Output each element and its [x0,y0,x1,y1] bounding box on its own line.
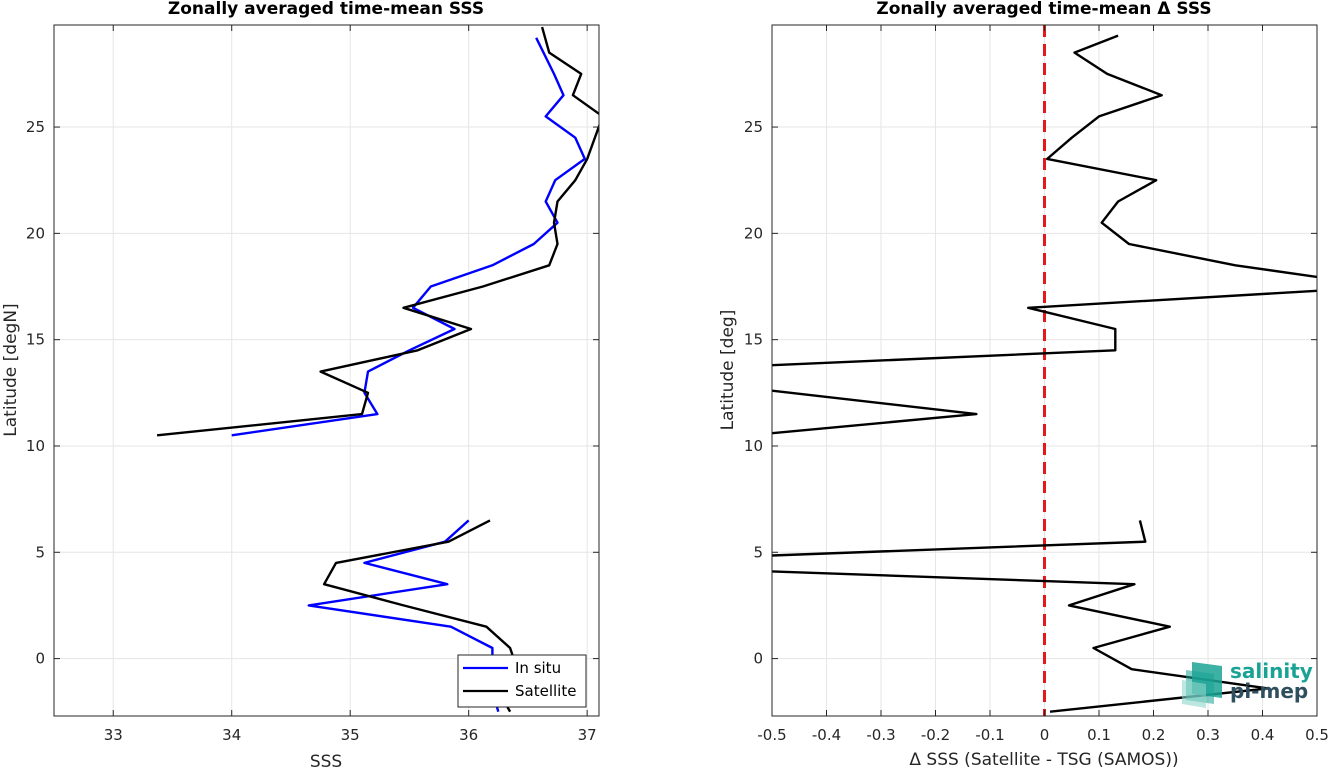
right-tick-marks: -0.5 -0.4 -0.3 -0.2 -0.1 0 0.1 0.2 0.3 0.4 0.5 0 5 10… [744,25,1329,744]
right-y-tick-label: 10 [744,437,763,455]
right-y-tick-label: 5 [753,543,763,561]
right-y-tick-label: 15 [744,331,763,349]
right-x-tick-label: 0.5 [1305,726,1329,744]
right-x-tick-label: -0.4 [812,726,841,744]
left-y-axis-label: Latitude [degN] [1,303,21,436]
legend: In situ Satellite [457,654,587,708]
right-chart-title: Zonally averaged time-mean Δ SSS [876,0,1211,19]
right-series-line-delta-sss [772,520,1147,557]
right-y-tick-label: 25 [744,118,763,136]
left-series-line-in-situ [231,37,586,437]
right-series-line-delta-sss [1045,34,1317,279]
right-x-tick-label: 0.3 [1196,726,1220,744]
right-y-axis-label: Latitude [deg] [718,310,738,431]
left-axes-box [53,24,600,717]
left-gridlines [54,25,599,716]
salinity-pimep-logo: salinity pi-mep [1182,659,1313,708]
left-y-tick-label: 15 [26,331,45,349]
left-x-tick-label: 34 [222,726,241,744]
left-series-line-satellite [156,26,599,437]
left-y-tick-label: 10 [26,437,45,455]
left-x-tick-label: 37 [578,726,597,744]
right-x-axis-label: Δ SSS (Satellite - TSG (SAMOS)) [909,750,1178,769]
left-y-tick-label: 5 [35,543,45,561]
right-x-tick-label: -0.3 [866,726,895,744]
right-y-tick-label: 20 [744,224,763,242]
right-series-line-delta-sss [772,570,1270,713]
left-x-tick-label: 33 [104,726,123,744]
left-y-tick-label: 0 [35,650,45,668]
right-x-tick-label: -0.2 [921,726,950,744]
right-x-tick-label: 0.2 [1142,726,1166,744]
right-x-tick-label: 0.4 [1251,726,1275,744]
right-series-line-delta-sss [772,289,1317,367]
legend-label-in-situ: In situ [515,659,561,677]
right-y-tick-label: 0 [753,650,763,668]
logo-text-salinity: salinity [1230,659,1313,683]
right-series-line-delta-sss [772,389,978,435]
left-y-tick-label: 20 [26,224,45,242]
right-x-tick-label: -0.5 [757,726,786,744]
legend-box [457,654,587,708]
left-chart-panel: 33 34 35 36 37 0 5 10 15 20 25 Zonally averaged ti… [1,0,600,769]
left-x-axis-label: SSS [310,752,342,769]
right-x-tick-label: -0.1 [975,726,1004,744]
right-x-tick-label: 0.1 [1087,726,1111,744]
logo-mark-icon [1182,662,1222,708]
right-chart-panel: -0.5 -0.4 -0.3 -0.2 -0.1 0 0.1 0.2 0.3 0.4 0.5 0 5 10… [718,0,1329,769]
right-series-lines [772,25,1317,716]
legend-label-satellite: Satellite [515,682,576,700]
right-x-tick-label: 0 [1040,726,1050,744]
left-x-tick-label: 36 [459,726,478,744]
left-tick-marks: 33 34 35 36 37 0 5 10 15 20 25 [26,25,599,744]
left-chart-title: Zonally averaged time-mean SSS [168,0,484,19]
logo-text-pimep: pi-mep [1230,679,1308,703]
left-y-tick-label: 25 [26,118,45,136]
left-x-tick-label: 35 [341,726,360,744]
